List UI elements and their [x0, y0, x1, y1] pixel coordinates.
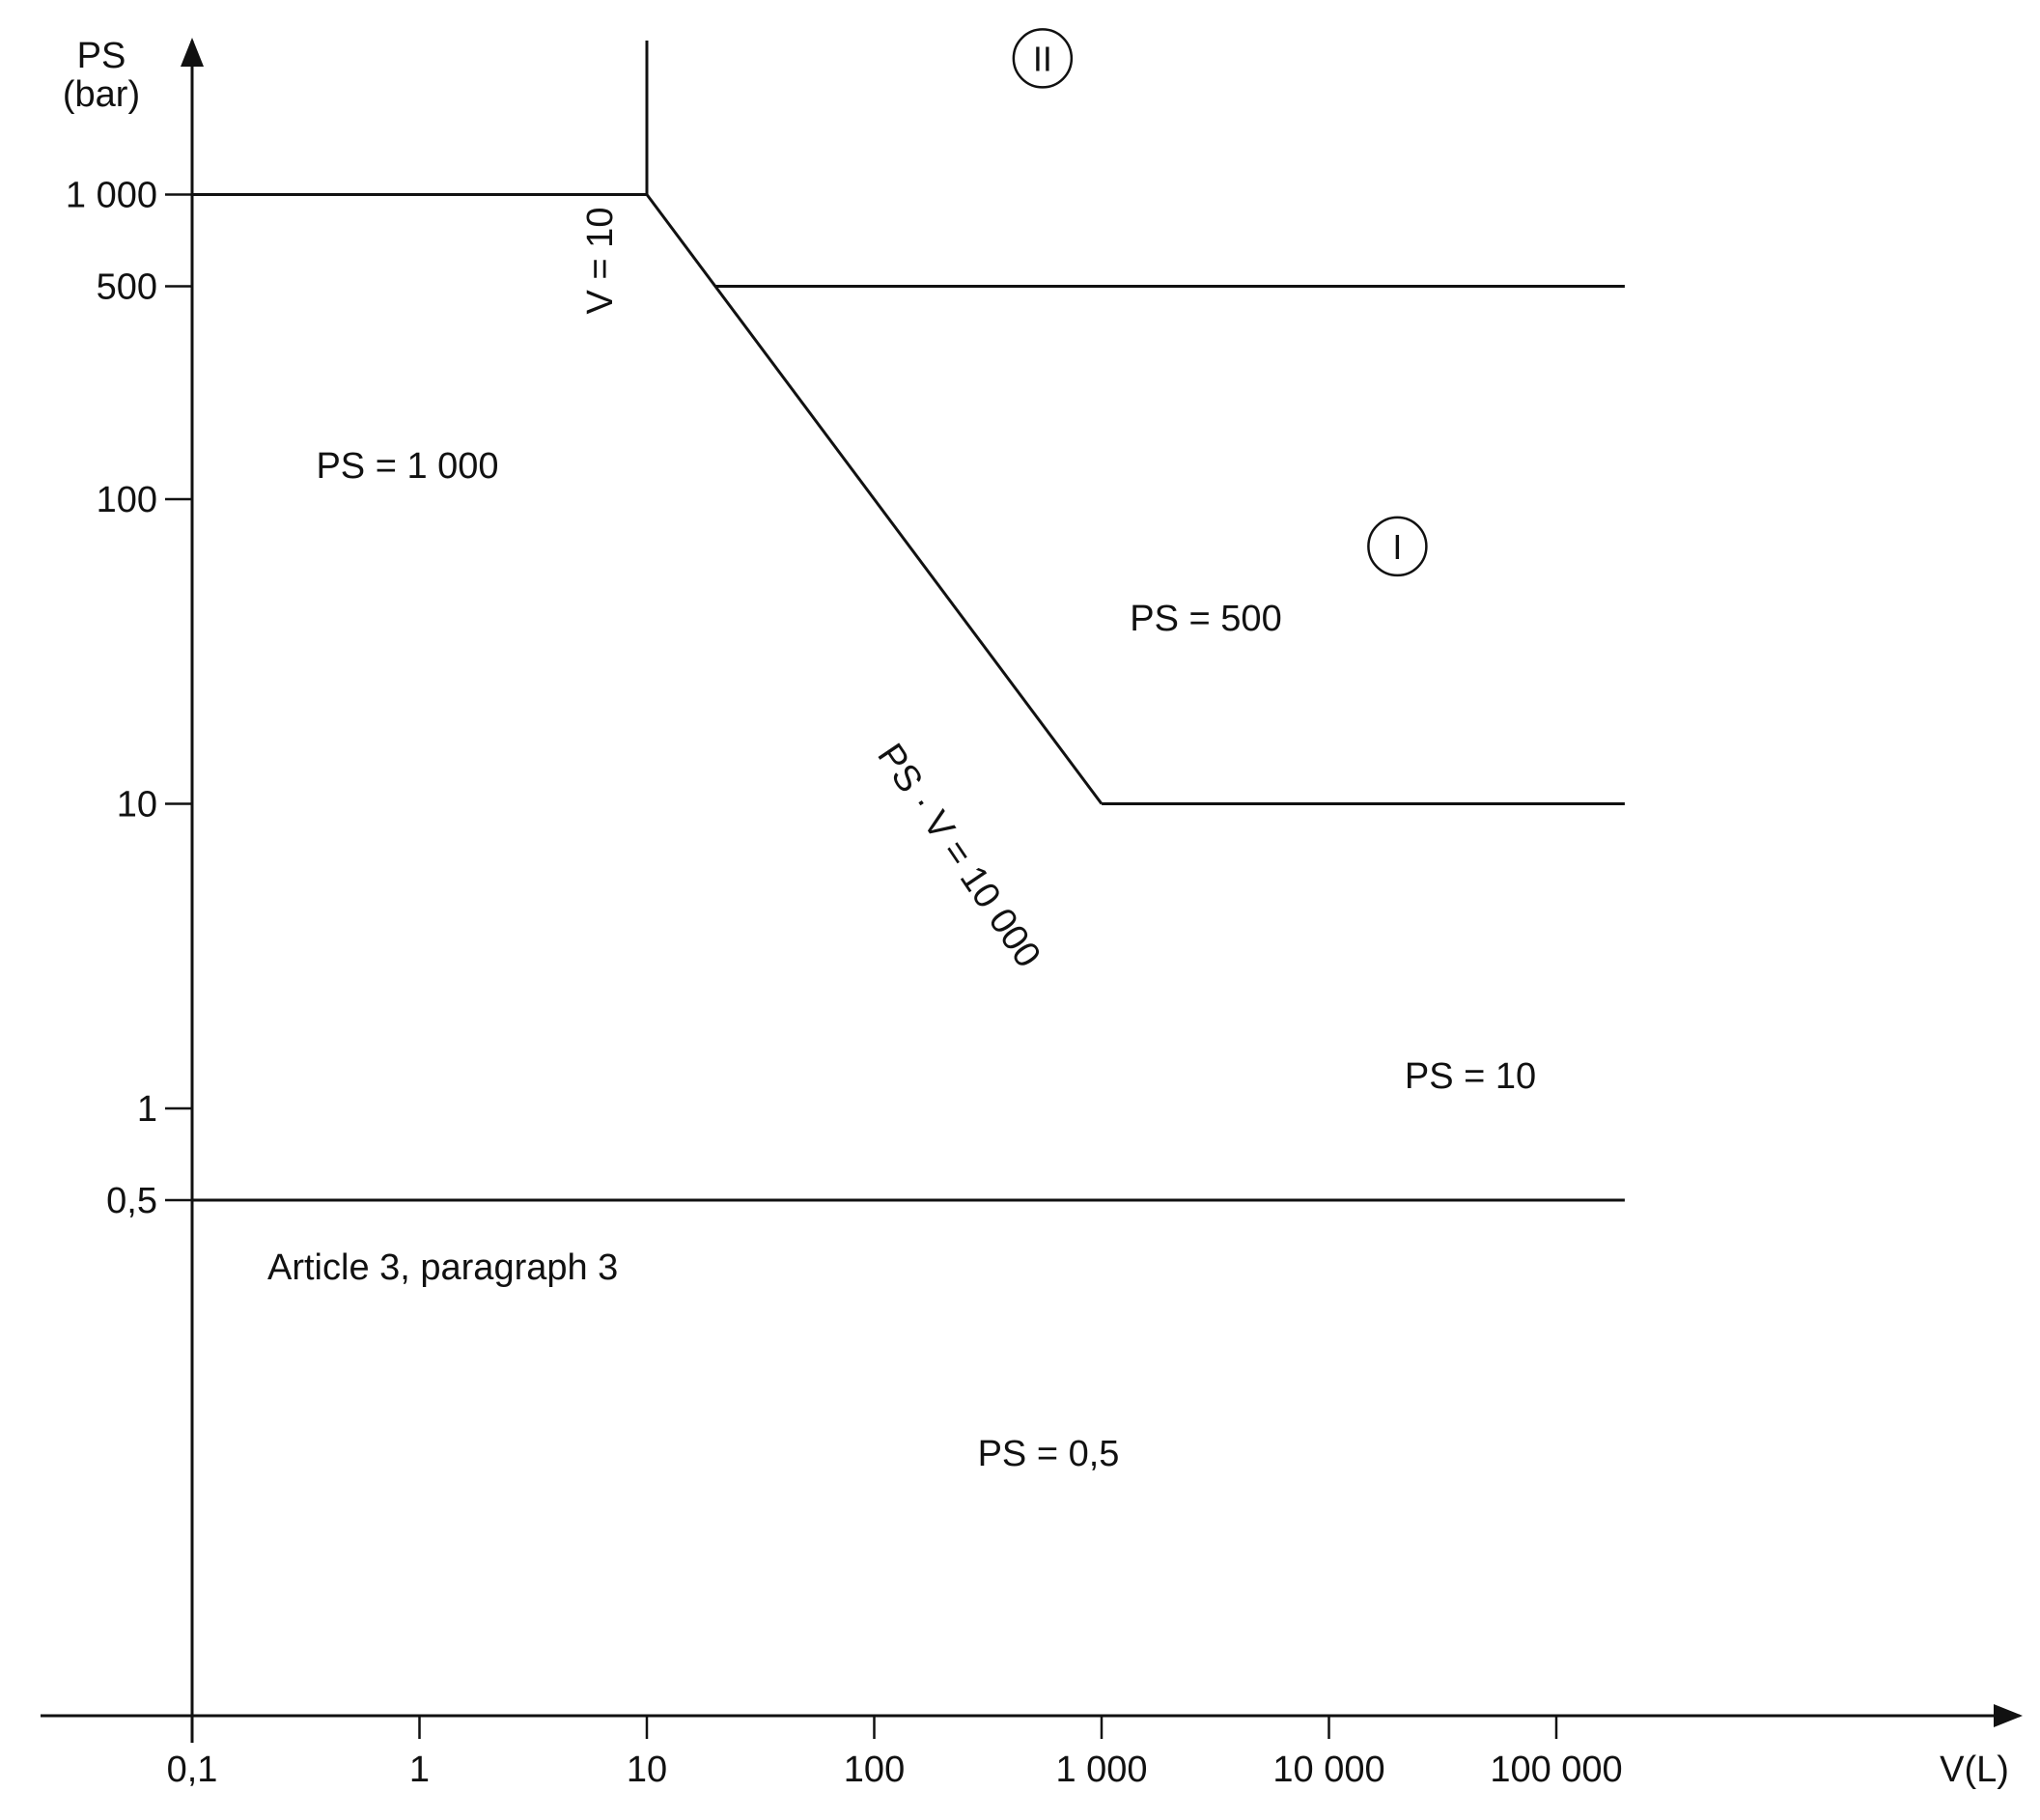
y-tick-label: 10 — [117, 785, 157, 826]
annotation-text: Article 3, paragraph 3 — [267, 1247, 618, 1288]
region-marker-circle — [1012, 28, 1074, 89]
y-tick-label: 500 — [97, 266, 157, 307]
region-marker-label: I — [1392, 527, 1402, 567]
line-label: PS = 500 — [1130, 599, 1281, 639]
y-tick-label: 100 — [97, 480, 157, 520]
x-tick-label: 1 000 — [1055, 1750, 1147, 1790]
x-tick-label: 100 — [844, 1750, 905, 1790]
line-label: PS = 10 — [1405, 1056, 1536, 1097]
x-tick-label: 100 000 — [1490, 1750, 1622, 1790]
boundary-line — [645, 193, 1104, 805]
line-label: PS = 1 000 — [316, 446, 498, 487]
y-tick-label: 1 — [137, 1089, 157, 1130]
line-label: V = 10 — [580, 208, 621, 315]
x-tick-label: 0,1 — [167, 1750, 218, 1790]
x-tick-label: 10 — [627, 1750, 667, 1790]
y-axis-title: PS — [77, 36, 126, 76]
x-tick-label: 10 000 — [1272, 1750, 1384, 1790]
x-tick-label: 1 — [409, 1750, 430, 1790]
y-axis-unit: (bar) — [63, 74, 140, 115]
line-label: PS = 0,5 — [978, 1434, 1120, 1474]
y-tick-label: 0,5 — [106, 1181, 157, 1221]
line-label: PS · V = 10 000 — [869, 737, 1048, 975]
region-marker-circle — [1367, 516, 1428, 577]
y-tick-label: 1 000 — [66, 176, 157, 216]
region-marker-label: II — [1033, 39, 1052, 78]
x-axis-title: V(L) — [1940, 1750, 2009, 1790]
